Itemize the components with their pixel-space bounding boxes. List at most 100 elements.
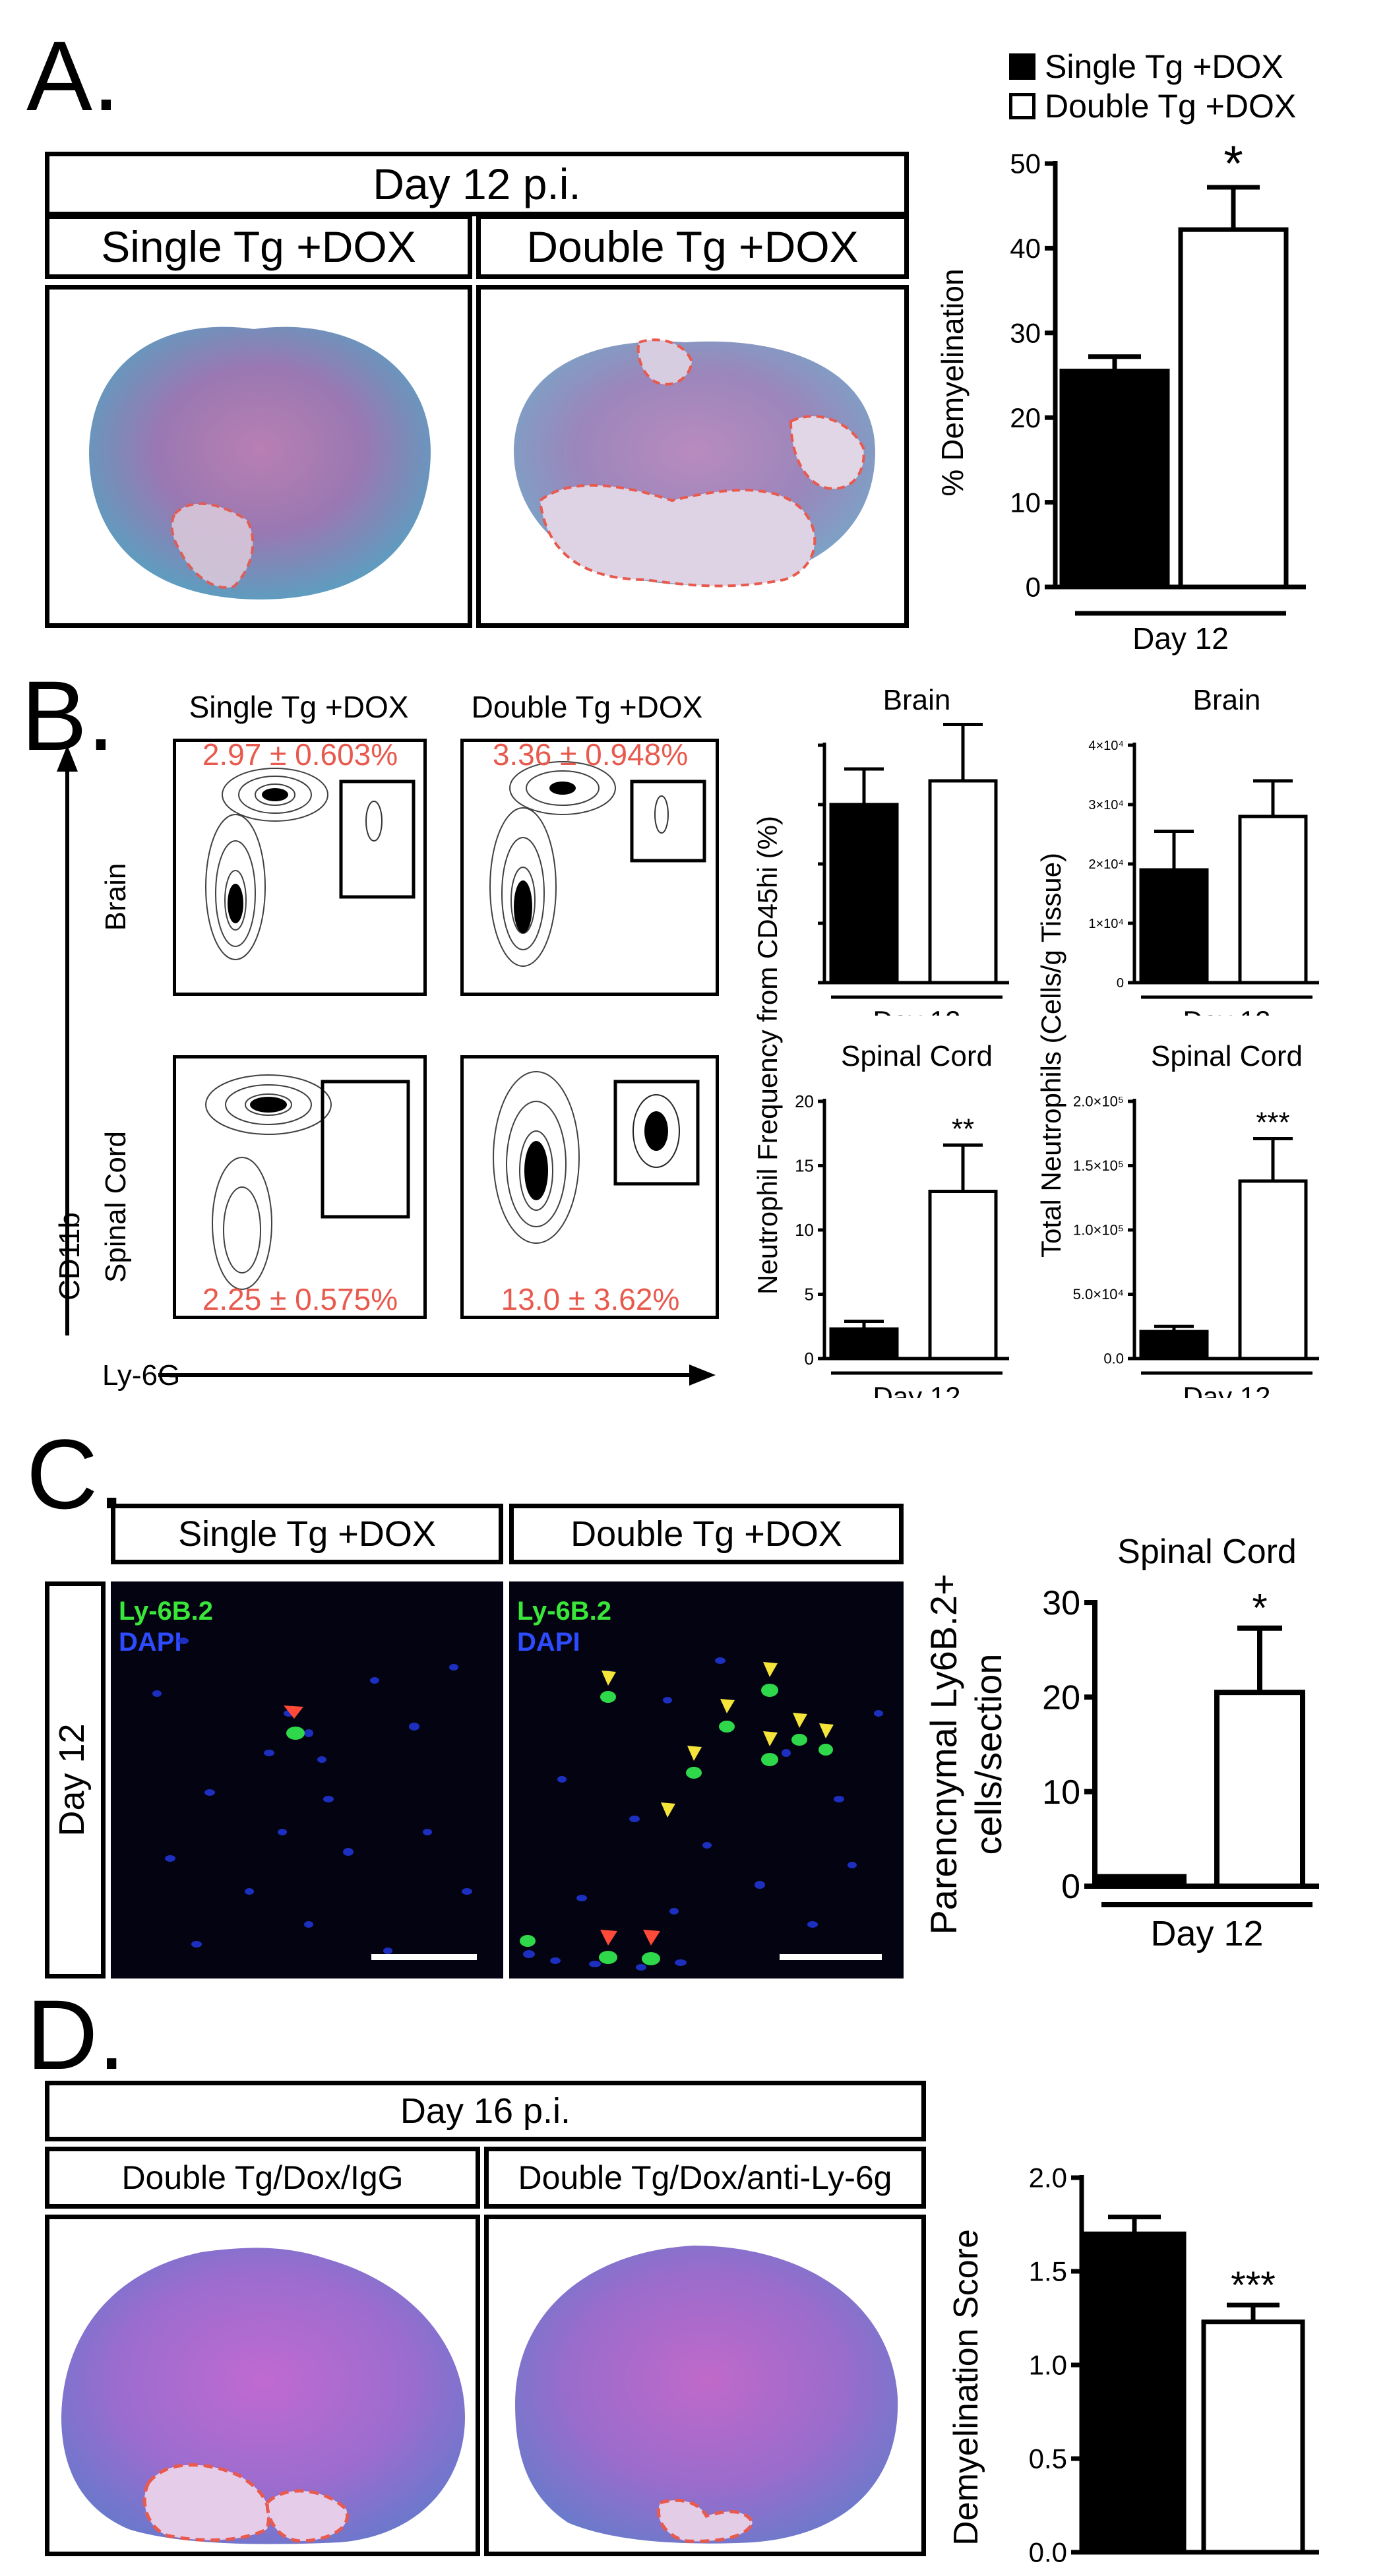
y-tick-label: 2.0 [1029, 2162, 1067, 2193]
panel-d-header: Day 16 p.i. [45, 2081, 926, 2141]
panel-b-chart-brain-freq: Brain Day 12 [818, 684, 1009, 1016]
y-tick-label: 10 [1042, 1773, 1080, 1812]
panel-a-header: Day 12 p.i. [45, 152, 909, 216]
y-tick-label: 5.0×10⁴ [1073, 1286, 1124, 1303]
significance-marker: * [1223, 136, 1243, 192]
y-tick-label: 0 [1026, 572, 1041, 603]
y-tick-label: 10 [795, 1220, 814, 1240]
chart-title: Spinal Cord [841, 1040, 993, 1072]
x-axis-label: Day 12 [1183, 1005, 1270, 1016]
panel-c-left-label: Single Tg +DOX [111, 1504, 503, 1564]
panel-c-bar-chart: Parencnymal Ly6B.2+ cells/section Spinal… [923, 1533, 1319, 1953]
panel-a-right-label: Double Tg +DOX [476, 214, 909, 279]
y-tick-label: 1.5×10⁵ [1073, 1157, 1124, 1174]
panel-c-ylabel-line2: cells/section [968, 1653, 1009, 1855]
flow-plot-brain-double [460, 739, 719, 996]
y-tick-label: 1.0 [1029, 2350, 1067, 2381]
panel-d-right-label: Double Tg/Dox/anti-Ly-6g [484, 2147, 926, 2209]
panel-a-bar-chart: % Demyelination 0 10 20 30 40 50 * Day 12 [935, 136, 1306, 656]
significance-marker: *** [1256, 1107, 1289, 1139]
flow-plot-sc-single [173, 1055, 427, 1319]
y-tick-label: 0.5 [1029, 2443, 1067, 2474]
panel-d-anti-ly6g-micrograph [484, 2215, 926, 2556]
stain-green-label-left: Ly-6B.2 [119, 1597, 213, 1626]
y-tick-label: 3×10⁴ [1088, 798, 1124, 813]
bar-0 [1059, 369, 1170, 590]
y-tick-label: 2×10⁴ [1088, 857, 1124, 872]
significance-marker: * [1252, 1586, 1267, 1630]
chart-title: Brain [883, 684, 951, 716]
flow-percent-labels: 2.97 ± 0.603% 3.36 ± 0.948% 2.25 ± 0.575… [202, 737, 688, 1316]
panel-b-chart-sc-freq: Spinal Cord 0 5 10 15 20 ** Day 12 [795, 1040, 1009, 1398]
bar-0 [1096, 1874, 1187, 1889]
y-tick-label: 20 [795, 1091, 814, 1111]
legend-label-single: Single Tg +DOX [1045, 48, 1283, 85]
y-tick-label: 30 [1042, 1584, 1080, 1622]
row-label-spinal-cord: Spinal Cord [100, 1131, 132, 1283]
legend-single: Single Tg +DOX [1009, 47, 1283, 86]
y-tick-label: 50 [1010, 148, 1041, 179]
panel-d-letter: D. [26, 1979, 125, 2090]
panel-a-left-label: Single Tg +DOX [45, 214, 472, 279]
panel-a-single-micrograph [45, 285, 472, 628]
y-tick-label: 2.0×10⁵ [1073, 1093, 1124, 1110]
x-axis-label: Day 12 [1150, 1914, 1263, 1953]
panel-b-total-ylabel: Total Neutrophils (Cells/g Tissue) [1035, 853, 1066, 1258]
y-tick-label: 20 [1010, 402, 1041, 433]
bar-0 [1139, 1330, 1209, 1361]
y-tick-label: 30 [1010, 318, 1041, 349]
panel-b-col-right: Double Tg +DOX [471, 690, 703, 724]
y-tick-label: 40 [1010, 233, 1041, 264]
panel-d-ylabel: Demyelination Score [947, 2229, 985, 2546]
freq-ylabel-text: Neutrophil Frequency from CD45hi (%) [752, 816, 783, 1295]
stain-blue-label-left: DAPI [119, 1628, 182, 1657]
x-axis-label: Day 12 [873, 1005, 960, 1016]
y-tick-label: 0 [1117, 976, 1124, 991]
pct-brain-double: 3.36 ± 0.948% [493, 737, 688, 772]
y-tick-label: 0 [805, 1349, 814, 1368]
bar-1 [928, 1190, 998, 1361]
bar-0 [829, 803, 899, 985]
bar-0 [1139, 868, 1209, 985]
legend-double: Double Tg +DOX [1009, 87, 1296, 125]
panel-b-flow-axes: CD11b Ly-6G Brain Spinal Cord [53, 745, 716, 1392]
panel-a-double-micrograph [476, 285, 909, 628]
chart-title: Spinal Cord [1151, 1040, 1303, 1072]
y-tick-label: 0.0 [1029, 2537, 1067, 2568]
legend-swatch-single [1009, 53, 1035, 80]
panel-b-freq-ylabel: Neutrophil Frequency from CD45hi (%) [752, 816, 783, 1295]
panel-c-right-label: Double Tg +DOX [509, 1504, 904, 1564]
panel-d-igg-micrograph [45, 2215, 480, 2556]
y-axis-label-cd11b: CD11b [53, 1212, 86, 1301]
legend-label-double: Double Tg +DOX [1045, 88, 1297, 125]
panel-c-double-image: Ly-6B.2 DAPI [509, 1581, 904, 1978]
bar-0 [829, 1327, 899, 1361]
bar-0 [1082, 2231, 1187, 2555]
panel-b-chart-sc-total: Spinal Cord 0.0 5.0×10⁴ 1.0×10⁵ 1.5×10⁵ 2.0×1… [1073, 1040, 1319, 1398]
panel-b-col-left: Single Tg +DOX [189, 690, 409, 724]
x-axis-label-ly6g: Ly-6G [102, 1359, 180, 1392]
stain-blue-label-right: DAPI [517, 1628, 580, 1657]
y-tick-label: 15 [795, 1156, 814, 1176]
y-tick-label: 20 [1042, 1679, 1080, 1717]
bar-1 [1238, 1179, 1308, 1361]
bar-1 [1178, 227, 1289, 590]
total-ylabel-text: Total Neutrophils (Cells/g Tissue) [1035, 853, 1066, 1258]
x-axis-label: Day 12 [1132, 621, 1229, 656]
pct-sc-single: 2.25 ± 0.575% [202, 1282, 398, 1316]
y-tick-label: 1.5 [1029, 2256, 1067, 2287]
panel-a-ylabel: % Demyelination [935, 268, 970, 496]
flow-plot-brain-single [173, 739, 427, 996]
y-tick-label: 0.0 [1103, 1351, 1124, 1367]
significance-marker: *** [1231, 2264, 1276, 2307]
panel-b-chart-brain-total: Brain 0 1×10⁴ 2×10⁴ 3×10⁴ 4×10⁴ Day 12 [1088, 684, 1319, 1016]
significance-marker: ** [952, 1113, 974, 1145]
y-tick-label: 5 [805, 1285, 814, 1304]
chart-title: Spinal Cord [1117, 1533, 1297, 1571]
pct-brain-single: 2.97 ± 0.603% [202, 737, 398, 772]
row-label-brain: Brain [100, 863, 132, 931]
panel-c-ylabel-line1: Parencnymal Ly6B.2+ [923, 1574, 964, 1934]
y-tick-label: 4×10⁴ [1088, 739, 1124, 753]
bar-1 [1214, 1690, 1305, 1889]
bar-1 [1238, 814, 1308, 985]
